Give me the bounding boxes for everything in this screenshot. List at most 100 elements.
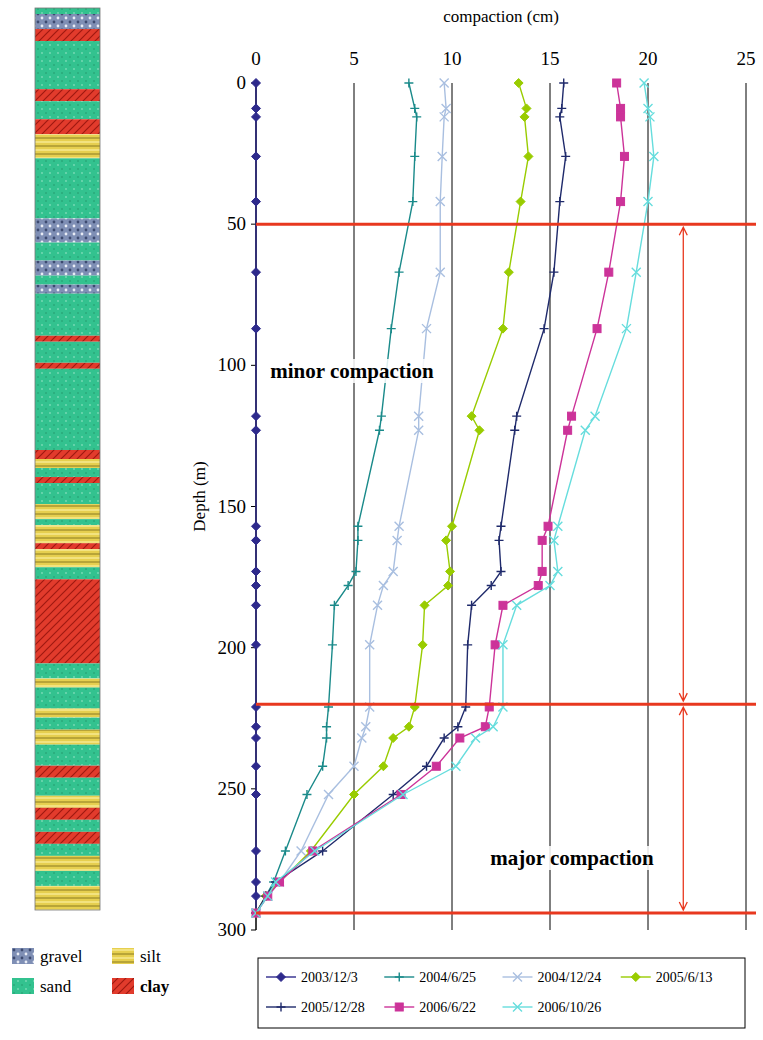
legend-label: 2004/6/25 [419,970,476,985]
stratum [35,549,100,567]
y-tick-label: 250 [218,778,247,799]
marker [263,892,272,901]
stratum [35,459,100,468]
marker [318,762,327,771]
stratum [35,218,100,242]
stratum [35,369,100,450]
annotation: major compaction [490,846,654,870]
marker [471,734,480,743]
marker [613,79,621,87]
marker [495,536,504,545]
marker [412,112,421,121]
marker [252,104,261,113]
marker [350,790,359,799]
x-tick-label: 5 [349,48,359,69]
marker [442,104,451,113]
marker [297,846,306,855]
marker [467,412,476,421]
stratum [35,778,100,796]
marker [568,412,576,420]
stratum [35,688,100,709]
marker [564,426,572,434]
marker [549,536,558,545]
stratum [35,276,100,285]
stratum [35,856,100,871]
marker [277,973,286,982]
marker [640,79,649,88]
legend-label: 2006/6/22 [419,1000,476,1015]
marker [446,567,455,576]
marker [581,426,590,435]
marker [252,601,261,610]
marker [622,324,631,333]
marker [322,734,331,743]
legend-label: 2004/12/24 [538,970,602,985]
marker [389,734,398,743]
stratum [35,832,100,844]
marker [264,892,272,900]
marker [351,567,360,576]
stratum [35,336,100,342]
marker [252,412,261,421]
marker [559,79,568,88]
marker [395,1003,403,1011]
y-tick-label: 150 [218,496,247,517]
stratum [35,483,100,504]
lithology-swatch [12,978,34,994]
reference-line [256,223,756,226]
marker [277,1003,286,1012]
lithology-swatch [112,948,134,964]
marker [328,640,337,649]
marker [263,892,272,901]
series-line [256,83,566,913]
marker [408,197,417,206]
marker [453,722,462,731]
grid-line [354,83,355,930]
marker [252,790,261,799]
marker [544,522,552,530]
range-arrow [679,227,687,701]
marker [302,790,311,799]
reference-line [256,703,756,706]
stratum [35,261,100,276]
marker [395,522,404,531]
marker [252,197,261,206]
series-line [256,83,446,913]
marker [252,536,261,545]
series-line [256,83,417,913]
stratum [35,342,100,363]
stratum [35,663,100,678]
stratum [35,243,100,261]
y-axis-title: Depth (m) [190,461,209,531]
marker [644,104,653,113]
marker [534,582,542,590]
stratum [35,14,100,29]
stratum [35,678,100,687]
marker [252,878,261,887]
marker [593,325,601,333]
y-tick [251,506,256,507]
strata-frame [35,8,100,910]
stratum [35,477,100,483]
marker [540,324,549,333]
marker [404,722,413,731]
marker [377,412,386,421]
y-tick [251,224,256,225]
marker [513,1003,522,1012]
grid-line [550,83,551,930]
marker [557,104,566,113]
stratum [35,294,100,336]
stratum [35,363,100,369]
stratum [35,41,100,89]
series-line [256,83,654,913]
marker [252,79,261,88]
marker [440,112,449,121]
marker [451,762,460,771]
y-tick-label: 50 [227,213,246,234]
x-tick-label: 0 [251,48,261,69]
marker [497,522,506,531]
marker [361,722,370,731]
marker [310,846,319,855]
marker [649,152,658,161]
grid-line [452,83,453,930]
